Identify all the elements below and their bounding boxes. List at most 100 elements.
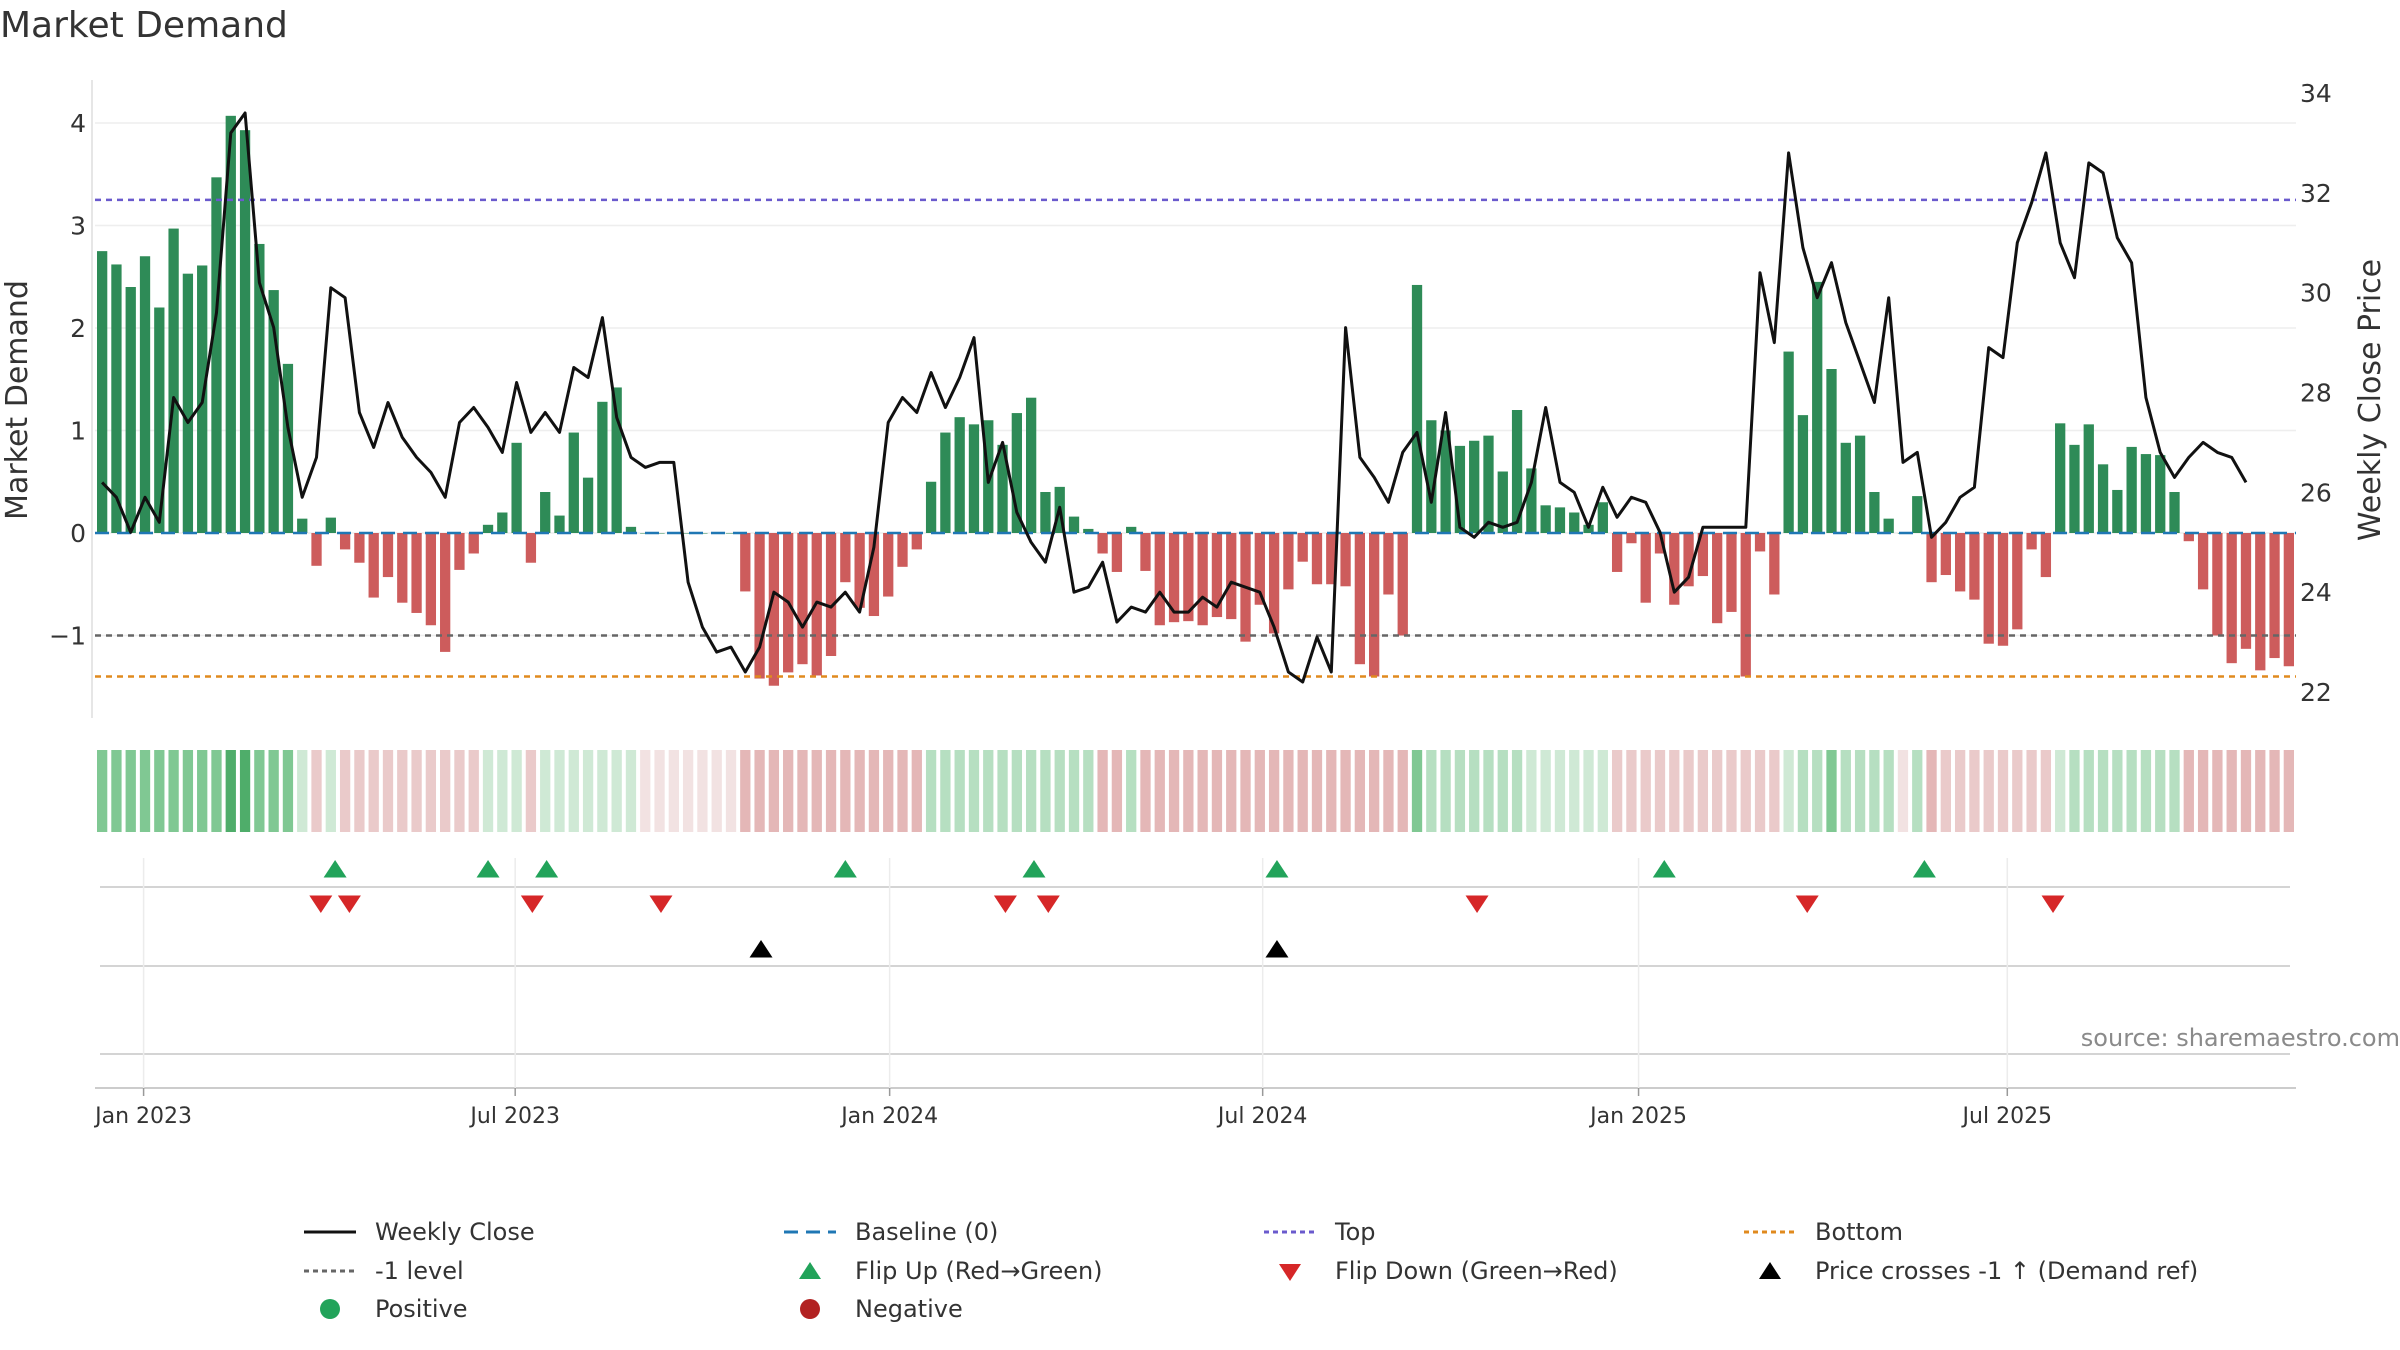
positive-bar: [582, 477, 594, 533]
demand-heat-cell: [1983, 750, 1994, 832]
negative-bar: [2212, 533, 2223, 636]
flip-up-marker: [1652, 860, 1676, 878]
demand-heat-cell: [1640, 750, 1651, 832]
demand-heat-cell: [382, 750, 394, 832]
positive-bar: [568, 432, 579, 533]
positive-bar: [182, 273, 194, 533]
positive-bar: [268, 290, 279, 533]
legend-label: Bottom: [1815, 1218, 1904, 1247]
negative-bar: [754, 533, 765, 679]
positive-bar: [1025, 397, 1037, 533]
positive-bar: [1426, 420, 1437, 533]
negative-bar: [1354, 533, 1366, 665]
positive-bar: [2112, 489, 2123, 533]
demand-heat-cell: [654, 750, 665, 832]
demand-heat-cell: [2126, 750, 2137, 832]
demand-heat-cell: [1126, 750, 1137, 832]
x-tick-label: Jul 2024: [1216, 1104, 1308, 1129]
line-dash-icon: [784, 1230, 836, 1234]
demand-heat-cell: [125, 750, 136, 832]
negative-bar: [1397, 533, 1408, 636]
demand-heat-cell: [239, 750, 251, 832]
demand-heat-cell: [740, 750, 751, 832]
chart-title: Market Demand: [0, 5, 288, 46]
x-tick-label: Jan 2024: [839, 1104, 938, 1129]
demand-heat-cell: [1097, 750, 1108, 832]
demand-heat-cell: [754, 750, 765, 832]
flip-up-marker: [833, 860, 857, 878]
demand-heat-cell: [883, 750, 894, 832]
demand-heat-cell: [983, 750, 994, 832]
positive-bar: [2097, 464, 2109, 533]
positive-bar: [597, 401, 608, 533]
demand-heat-cell: [1669, 750, 1680, 832]
demand-heat-cell: [1254, 750, 1265, 832]
positive-bar: [968, 424, 980, 533]
positive-bar: [611, 387, 622, 533]
demand-heat-cell: [1025, 750, 1037, 832]
demand-heat-cell: [1483, 750, 1494, 832]
y2-tick-label: 24: [2300, 578, 2332, 607]
negative-bar: [768, 533, 780, 686]
negative-bar: [2240, 533, 2252, 649]
demand-heat-cell: [397, 750, 408, 832]
demand-heat-cell: [1997, 750, 2009, 832]
demand-heat-cell: [468, 750, 479, 832]
negative-bar: [797, 533, 808, 665]
demand-heat-cell: [1511, 750, 1523, 832]
demand-heat-cell: [440, 750, 451, 832]
demand-heat-cell: [1954, 750, 1966, 832]
positive-bar: [654, 533, 665, 534]
demand-heat-cell: [1812, 750, 1823, 832]
positive-bar: [954, 417, 965, 533]
demand-heat-cell: [425, 750, 437, 832]
demand-heat-cell: [1054, 750, 1065, 832]
demand-heat-cell: [1297, 750, 1308, 832]
demand-heat-cell: [268, 750, 279, 832]
y2-tick-label: 34: [2300, 79, 2332, 108]
flip-up-marker: [1912, 860, 1936, 878]
demand-heat-cell: [682, 750, 694, 832]
legend-item: Flip Down (Green→Red): [1260, 1252, 1740, 1291]
flip-down-marker: [649, 895, 673, 913]
negative-bar: [525, 533, 537, 563]
legend-item: Top: [1260, 1213, 1740, 1252]
legend-item: Weekly Close: [300, 1213, 780, 1252]
demand-heat-cell: [325, 750, 336, 832]
legend-item: Flip Up (Red→Green): [780, 1252, 1260, 1291]
positive-bar: [239, 130, 251, 534]
demand-heat-cell: [1268, 750, 1280, 832]
positive-bar: [1597, 502, 1608, 533]
positive-bar: [511, 442, 522, 533]
negative-bar: [825, 533, 837, 656]
positive-bar: [1497, 471, 1508, 533]
legend-label: Top: [1335, 1218, 1376, 1247]
negative-bar: [1254, 533, 1265, 605]
y2-tick-label: 22: [2300, 678, 2332, 707]
demand-heat-cell: [954, 750, 965, 832]
negative-bar: [740, 533, 751, 592]
demand-heat-cell: [825, 750, 837, 832]
dot-green-icon: [320, 1299, 340, 1320]
demand-heat-cell: [297, 750, 308, 832]
positive-bar: [540, 492, 551, 533]
demand-heat-cell: [854, 750, 865, 832]
demand-heat-cell: [2055, 750, 2066, 832]
demand-heat-cell: [1369, 750, 1380, 832]
demand-heat-cell: [540, 750, 551, 832]
negative-bar: [2255, 533, 2266, 671]
negative-bar: [2012, 533, 2023, 630]
negative-bar: [468, 533, 479, 554]
demand-heat-cell: [168, 750, 179, 832]
negative-bar: [1697, 533, 1709, 577]
flip-down-marker: [337, 895, 361, 913]
x-tick-label: Jan 2023: [93, 1104, 192, 1129]
demand-heat-cell: [868, 750, 880, 832]
negative-bar: [1969, 533, 1980, 600]
positive-bar: [925, 481, 937, 533]
positive-bar: [1912, 496, 1923, 533]
demand-heat-cell: [1411, 750, 1423, 832]
demand-heat-cell: [511, 750, 522, 832]
demand-heat-cell: [1383, 750, 1394, 832]
line-solid-icon: [304, 1230, 356, 1234]
